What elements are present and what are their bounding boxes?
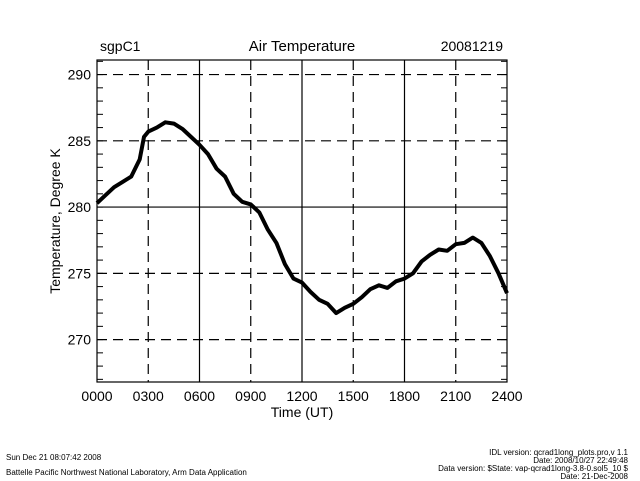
y-tick-label: 275 — [68, 265, 92, 281]
footer-idl-date: Date: 2008/10/27 22:49:48 — [533, 456, 628, 465]
axis-ticks — [97, 60, 507, 380]
x-tick-label: 1800 — [389, 388, 420, 404]
y-tick-labels: 270 275 280 285 290 — [68, 67, 92, 348]
footer-data-date: Date: 21-Dec-2008 — [560, 472, 628, 481]
footer-organization: Battelle Pacific Northwest National Labo… — [6, 468, 247, 477]
footer-idl-version: IDL version: qcrad1long_plots.pro,v 1.1 — [489, 448, 628, 457]
temperature-series-line — [95, 120, 509, 316]
y-axis-label: Temperature, Degree K — [47, 148, 63, 294]
footer-timestamp: Sun Dec 21 08:07:42 2008 — [6, 453, 102, 462]
footer-data-version: Data version: $State: vap-qcrad1long-3.8… — [438, 464, 628, 473]
y-tick-label: 280 — [68, 199, 92, 215]
plot-frame — [96, 59, 508, 383]
x-tick-label: 0900 — [235, 388, 266, 404]
y-tick-label: 285 — [68, 133, 92, 149]
x-tick-label: 1500 — [338, 388, 369, 404]
grid-lines — [97, 60, 507, 382]
x-tick-label: 0600 — [184, 388, 215, 404]
chart-title: Air Temperature — [249, 38, 355, 55]
x-tick-label: 1200 — [286, 388, 317, 404]
y-tick-label: 290 — [68, 67, 92, 83]
x-axis-label: Time (UT) — [271, 404, 333, 420]
date-label: 20081219 — [441, 38, 504, 54]
x-tick-label: 0000 — [81, 388, 112, 404]
y-tick-label: 270 — [68, 332, 92, 348]
site-label: sgpC1 — [100, 38, 141, 54]
x-tick-labels: 0000 0300 0600 0900 1200 1500 1800 2100 2400 — [81, 388, 522, 404]
x-tick-label: 0300 — [133, 388, 164, 404]
x-tick-label: 2400 — [491, 388, 522, 404]
x-tick-label: 2100 — [440, 388, 471, 404]
